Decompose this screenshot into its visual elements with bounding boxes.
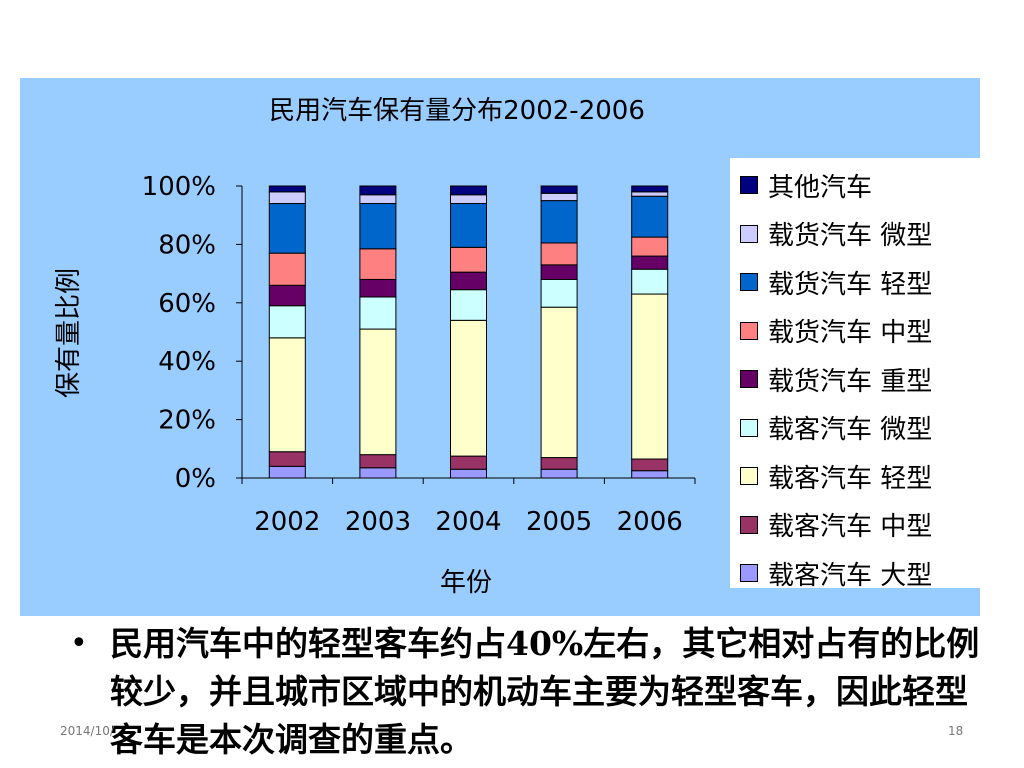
bar-segment — [450, 468, 487, 479]
y-axis-label: 保有量比例 — [54, 268, 84, 398]
legend-swatch — [740, 224, 758, 243]
legend-item: 其他汽车 — [740, 170, 872, 203]
chart-legend: 其他汽车载货汽车 微型 载货汽车 轻型 载货汽车 中型 载货汽车 重型 载客汽车 微型载… — [730, 158, 982, 591]
legend-item: 载货汽车 微型 — [740, 219, 932, 251]
bar-segment — [540, 200, 578, 244]
bar-segment — [359, 185, 397, 196]
bar-segment — [359, 328, 397, 456]
bar-segment — [450, 271, 487, 291]
bar-segment — [540, 185, 578, 194]
y-tick-label: 60% — [158, 289, 216, 319]
bar-segment — [631, 255, 669, 270]
bar-segment — [359, 194, 397, 205]
bar-segment — [359, 278, 397, 298]
bar-segment — [359, 248, 397, 280]
x-tick-label: 2002 — [254, 507, 320, 537]
bar-segment — [540, 306, 578, 459]
bullet-marker: • — [70, 626, 88, 661]
legend-item: 载货汽车 重型 — [740, 364, 932, 397]
legend-swatch — [740, 176, 758, 194]
legend-label: 载货汽车 重型 — [768, 366, 933, 397]
y-tick-label: 40% — [158, 347, 216, 377]
bar-segment — [631, 191, 669, 197]
bar-segment — [450, 319, 487, 457]
stacked-bar-chart: 民用汽车保有量分布2002-2006 保有量比例 年份 2002 2003 2004… — [54, 96, 696, 598]
legend-label: 载客汽车 中型 — [768, 512, 933, 542]
bar-segment — [540, 457, 578, 470]
bar-segment — [268, 337, 306, 453]
legend-swatch — [740, 564, 758, 582]
bar-segment — [540, 192, 578, 202]
legend-item: 载客汽车 微型 — [740, 413, 932, 445]
chart-panel: 民用汽车保有量分布2002-2006 保有量比例 年份 2002 2003 2004… — [20, 78, 982, 616]
legend-label: 载客汽车 大型 — [768, 560, 933, 591]
bar-segment — [359, 467, 397, 479]
x-axis-label: 年份 — [440, 568, 492, 598]
legend-item: 载客汽车 中型 — [740, 510, 932, 542]
legend-label: 载货汽车 中型 — [768, 318, 933, 348]
bar-segment — [631, 293, 669, 460]
bar-segment — [540, 468, 578, 479]
bar-segment — [268, 252, 306, 286]
bar-segment — [631, 236, 669, 257]
chart-title: 民用汽车保有量分布2002-2006 — [269, 96, 645, 126]
bar-segment — [359, 203, 397, 250]
y-tick-label: 80% — [158, 230, 216, 260]
legend-item: 载客汽车 轻型 — [740, 461, 932, 494]
bar-segment — [268, 451, 306, 467]
bar-segment — [268, 465, 306, 479]
legend-swatch — [740, 321, 758, 340]
bar-segment — [631, 185, 669, 193]
x-tick-label: 2004 — [435, 507, 501, 537]
legend-label: 载客汽车 微型 — [768, 415, 933, 445]
bar-segment — [268, 203, 306, 254]
bar-segment — [450, 194, 487, 205]
bar-segment — [631, 470, 669, 479]
legend-label: 载货汽车 微型 — [768, 221, 933, 251]
legend-label: 其他汽车 — [768, 172, 873, 203]
footer-date: 2014/10/ — [60, 724, 114, 738]
legend-item: 载货汽车 中型 — [740, 316, 932, 348]
legend-swatch — [740, 370, 758, 388]
bar-segment — [631, 458, 669, 472]
legend-label: 载客汽车 轻型 — [768, 463, 933, 494]
bar-segment — [631, 195, 669, 238]
bar-segment — [359, 296, 397, 330]
bar-segment — [268, 185, 306, 193]
bar-segment — [540, 264, 578, 280]
x-tick-label: 2005 — [526, 507, 592, 537]
legend-swatch — [740, 467, 758, 485]
bar-segment — [450, 289, 487, 321]
bar-segment — [450, 246, 487, 273]
bar-segment — [268, 284, 306, 307]
y-tick-label: 0% — [175, 464, 216, 494]
bar-segment — [359, 454, 397, 469]
bar-segment — [450, 455, 487, 470]
legend-swatch — [740, 418, 758, 437]
x-tick-label: 2003 — [345, 507, 411, 537]
y-tick-label: 100% — [142, 172, 216, 202]
slide-number: 18 — [948, 724, 964, 738]
legend-item: 载客汽车 大型 — [740, 558, 932, 591]
y-tick-label: 20% — [158, 406, 216, 436]
bullet-text: 民用汽车中的轻型客车约占40%左右，其它相对占有的比例较少，并且城市区域中的机动… — [110, 624, 980, 759]
bar-segment — [540, 278, 578, 308]
legend-swatch — [740, 273, 758, 291]
legend-item: 载货汽车 轻型 — [740, 267, 932, 300]
bar-segment — [268, 191, 306, 205]
bar-segment — [450, 185, 487, 196]
bar-segment — [450, 203, 487, 248]
legend-swatch — [740, 515, 758, 534]
legend-label: 载货汽车 轻型 — [768, 269, 933, 300]
bar-segment — [268, 305, 306, 339]
x-tick-label: 2006 — [617, 507, 683, 537]
bar-segment — [540, 242, 578, 266]
bar-segment — [631, 268, 669, 295]
